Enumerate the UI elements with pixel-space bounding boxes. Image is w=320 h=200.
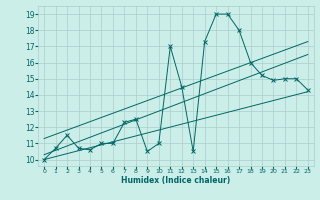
X-axis label: Humidex (Indice chaleur): Humidex (Indice chaleur) [121, 176, 231, 185]
